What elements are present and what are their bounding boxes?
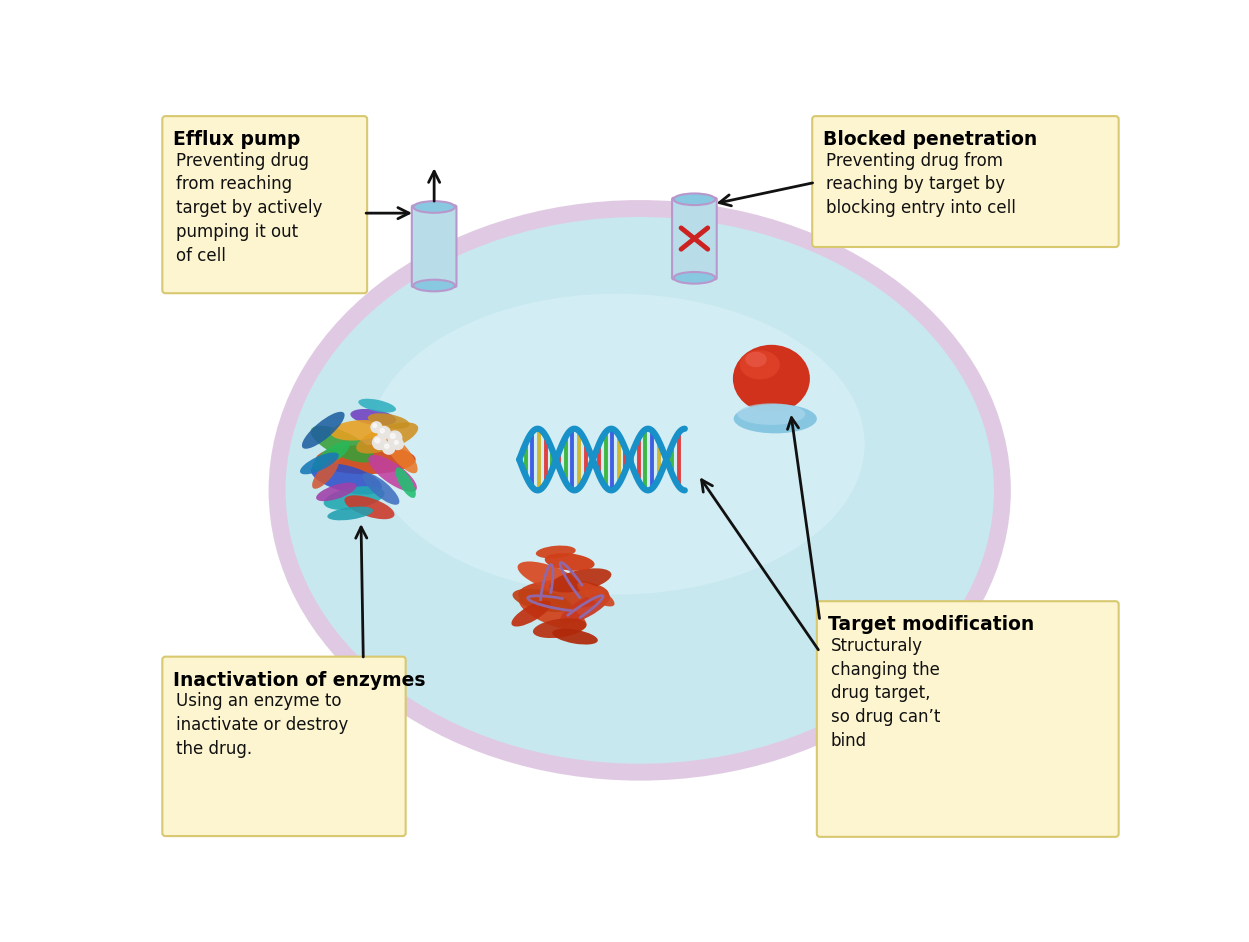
Circle shape: [372, 435, 386, 449]
Circle shape: [388, 431, 402, 445]
Text: Efflux pump: Efflux pump: [174, 130, 301, 149]
Ellipse shape: [312, 442, 350, 470]
Ellipse shape: [673, 272, 716, 284]
Ellipse shape: [673, 193, 716, 205]
Ellipse shape: [362, 473, 400, 505]
Ellipse shape: [545, 553, 595, 571]
Text: Using an enzyme to
inactivate or destroy
the drug.: Using an enzyme to inactivate or destroy…: [176, 692, 348, 758]
Ellipse shape: [550, 568, 612, 593]
Circle shape: [392, 439, 403, 449]
Ellipse shape: [367, 414, 410, 429]
Ellipse shape: [518, 579, 610, 609]
Circle shape: [378, 427, 390, 439]
Ellipse shape: [511, 601, 551, 626]
Ellipse shape: [577, 582, 615, 607]
Ellipse shape: [518, 595, 587, 630]
FancyBboxPatch shape: [162, 657, 406, 836]
Text: Preventing drug from
reaching by target by
blocking entry into cell: Preventing drug from reaching by target …: [826, 152, 1015, 218]
Circle shape: [380, 429, 385, 433]
Circle shape: [375, 438, 380, 443]
Text: Inactivation of enzymes: Inactivation of enzymes: [174, 671, 426, 690]
Ellipse shape: [552, 628, 598, 644]
Ellipse shape: [316, 482, 357, 501]
Ellipse shape: [286, 217, 994, 764]
Ellipse shape: [356, 422, 418, 453]
Ellipse shape: [413, 202, 455, 213]
Text: Blocked penetration: Blocked penetration: [823, 130, 1037, 149]
Ellipse shape: [396, 467, 416, 498]
FancyBboxPatch shape: [412, 205, 456, 287]
Ellipse shape: [351, 409, 396, 426]
Ellipse shape: [739, 350, 779, 380]
FancyBboxPatch shape: [812, 116, 1119, 247]
Ellipse shape: [358, 398, 396, 413]
Ellipse shape: [330, 420, 386, 441]
Ellipse shape: [733, 345, 809, 413]
Ellipse shape: [311, 463, 382, 495]
Circle shape: [395, 441, 398, 445]
Ellipse shape: [517, 561, 582, 593]
Circle shape: [385, 444, 388, 448]
Ellipse shape: [737, 403, 806, 425]
Ellipse shape: [311, 426, 375, 463]
Ellipse shape: [536, 545, 576, 559]
FancyBboxPatch shape: [672, 198, 717, 280]
FancyBboxPatch shape: [162, 116, 367, 293]
Ellipse shape: [413, 280, 455, 291]
Text: Target modification: Target modification: [828, 615, 1034, 634]
Circle shape: [391, 433, 395, 438]
Ellipse shape: [383, 433, 417, 473]
Ellipse shape: [327, 507, 373, 520]
Ellipse shape: [512, 589, 571, 612]
Ellipse shape: [368, 294, 864, 594]
Ellipse shape: [533, 618, 586, 638]
Text: Structuraly
changing the
drug target,
so drug can’t
bind: Structuraly changing the drug target, so…: [831, 637, 940, 750]
Ellipse shape: [312, 458, 338, 489]
Circle shape: [373, 424, 377, 428]
Ellipse shape: [746, 351, 767, 367]
FancyBboxPatch shape: [817, 601, 1119, 836]
Circle shape: [382, 442, 395, 454]
Ellipse shape: [300, 452, 338, 475]
Ellipse shape: [368, 455, 417, 492]
Ellipse shape: [561, 593, 610, 624]
Text: Preventing drug
from reaching
target by actively
pumping it out
of cell: Preventing drug from reaching target by …: [176, 152, 322, 265]
Ellipse shape: [345, 495, 395, 519]
Ellipse shape: [733, 404, 817, 433]
Ellipse shape: [269, 200, 1010, 781]
Ellipse shape: [316, 445, 416, 474]
Ellipse shape: [302, 412, 345, 448]
Circle shape: [371, 422, 382, 432]
Ellipse shape: [323, 486, 385, 510]
